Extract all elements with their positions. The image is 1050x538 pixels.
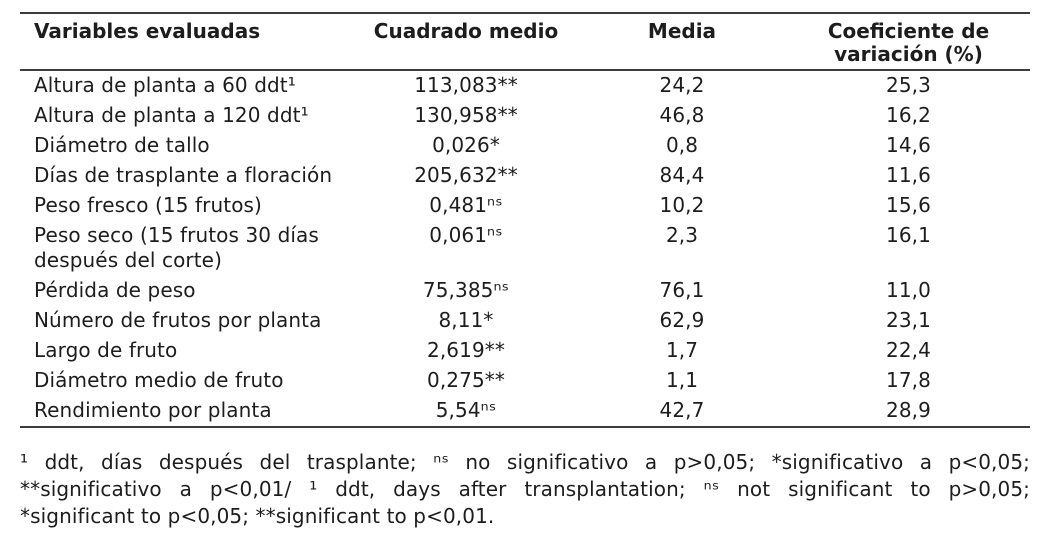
cuadrado-medio-cell: 205,632** (414, 163, 518, 187)
footnote-line: **significativo a p<0,01/ ¹ ddt, days af… (20, 477, 1030, 501)
cuadrado-medio-cell: 113,083** (414, 73, 518, 97)
media-cell: 46,8 (659, 103, 705, 127)
cuadrado-medio-cell: 130,958** (414, 103, 518, 127)
media-cell: 24,2 (659, 73, 705, 97)
variable-cell: Número de frutos por planta (34, 308, 322, 332)
header-row: Variables evaluadas Cuadrado medio Media… (20, 13, 1030, 71)
media-cell: 84,4 (659, 163, 705, 187)
variable-cell: Días de trasplante a floración (34, 163, 333, 187)
table-row: Diámetro de tallo 0,026* 0,8 14,6 (20, 131, 1030, 161)
cuadrado-medio-cell: 75,385ⁿˢ (422, 278, 510, 302)
variable-cell: Diámetro medio de fruto (34, 368, 284, 392)
cuadrado-medio-cell: 0,026* (432, 133, 500, 157)
variable-cell: Peso fresco (15 frutos) (34, 193, 262, 217)
table-footnote: ¹ ddt, días después del trasplante; ⁿˢ n… (20, 449, 1030, 530)
variable-cell: Rendimiento por planta (34, 398, 272, 422)
table-body: Altura de planta a 60 ddt¹ 113,083** 24,… (20, 70, 1030, 427)
cv-cell: 17,8 (886, 368, 931, 392)
variable-cell: Largo de fruto (34, 338, 178, 362)
variable-cell: Altura de planta a 120 ddt¹ (34, 103, 309, 127)
media-cell: 1,7 (665, 338, 699, 362)
media-cell: 42,7 (659, 398, 705, 422)
cv-cell: 23,1 (886, 308, 931, 332)
cv-cell: 28,9 (886, 398, 931, 422)
table-row: Pérdida de peso 75,385ⁿˢ 76,1 11,0 (20, 276, 1030, 306)
cuadrado-medio-cell: 0,275** (427, 368, 505, 392)
media-cell: 76,1 (659, 278, 705, 302)
media-cell: 62,9 (659, 308, 705, 332)
variable-cell: Pérdida de peso (34, 278, 196, 302)
cuadrado-medio-cell: 0,481ⁿˢ (429, 193, 503, 217)
cuadrado-medio-cell: 2,619** (427, 338, 505, 362)
media-cell: 10,2 (659, 193, 705, 217)
table-row: Peso seco (15 frutos 30 días después del… (20, 221, 1030, 276)
cv-cell: 16,2 (886, 103, 931, 127)
column-header-media: Media (577, 13, 787, 71)
cv-cell: 14,6 (886, 133, 931, 157)
table-row: Rendimiento por planta 5,54ⁿˢ 42,7 28,9 (20, 396, 1030, 427)
footnote-line: ¹ ddt, días después del trasplante; ⁿˢ n… (20, 450, 1030, 474)
table-row: Días de trasplante a floración 205,632**… (20, 161, 1030, 191)
media-cell: 1,1 (665, 368, 699, 392)
cv-cell: 25,3 (886, 73, 931, 97)
cv-cell: 22,4 (886, 338, 931, 362)
table-row: Peso fresco (15 frutos) 0,481ⁿˢ 10,2 15,… (20, 191, 1030, 221)
table-row: Diámetro medio de fruto 0,275** 1,1 17,8 (20, 366, 1030, 396)
table-row: Número de frutos por planta 8,11* 62,9 2… (20, 306, 1030, 336)
media-cell: 0,8 (665, 133, 699, 157)
cuadrado-medio-cell: 8,11* (438, 308, 494, 332)
variable-cell: Altura de planta a 60 ddt¹ (34, 73, 296, 97)
table-row: Altura de planta a 120 ddt¹ 130,958** 46… (20, 101, 1030, 131)
column-header-coeficiente-variacion-label: Coeficiente de variación (%) (827, 19, 990, 66)
cv-cell: 15,6 (886, 193, 931, 217)
table-header: Variables evaluadas Cuadrado medio Media… (20, 13, 1030, 71)
table-row: Altura de planta a 60 ddt¹ 113,083** 24,… (20, 70, 1030, 101)
column-header-variables: Variables evaluadas (20, 13, 355, 71)
cv-cell: 16,1 (886, 223, 931, 247)
cuadrado-medio-cell: 5,54ⁿˢ (435, 398, 497, 422)
anova-table: Variables evaluadas Cuadrado medio Media… (20, 12, 1030, 428)
cv-cell: 11,6 (886, 163, 931, 187)
cv-cell: 11,0 (886, 278, 931, 302)
column-header-coeficiente-variacion: Coeficiente de variación (%) (787, 13, 1030, 71)
table-row: Largo de fruto 2,619** 1,7 22,4 (20, 336, 1030, 366)
variable-cell: Peso seco (15 frutos 30 días después del… (34, 223, 319, 272)
media-cell: 2,3 (665, 223, 699, 247)
footnote-line: *significant to p<0,05; **significant to… (20, 504, 495, 528)
column-header-cuadrado-medio: Cuadrado medio (355, 13, 577, 71)
cuadrado-medio-cell: 0,061ⁿˢ (429, 223, 503, 247)
variable-cell: Diámetro de tallo (34, 133, 210, 157)
